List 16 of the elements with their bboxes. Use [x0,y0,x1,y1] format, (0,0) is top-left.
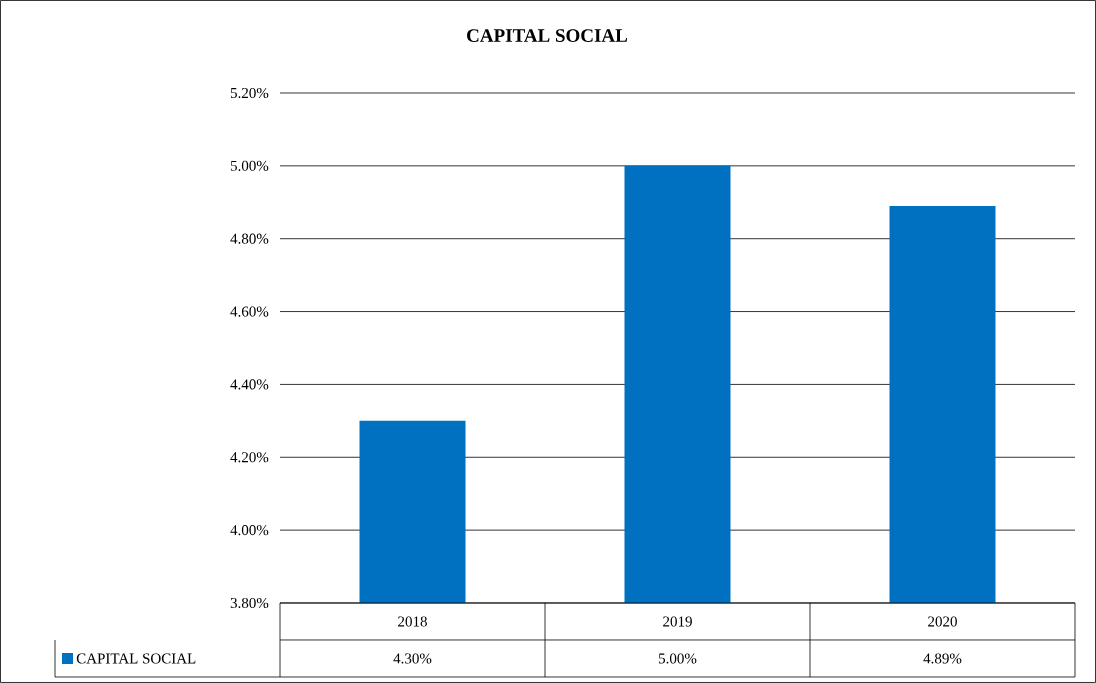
y-tick-label: 3.80% [230,597,269,609]
y-tick-label: 4.20% [230,452,269,463]
chart-title: CAPITAL SOCIAL [467,29,628,42]
x-tick-label: 2020 [928,616,957,627]
y-tick-label: 4.60% [230,306,269,317]
y-tick-label: 5.20% [230,87,269,99]
y-tick-label: 4.00% [230,525,269,536]
x-tick-label: 2019 [663,616,692,627]
y-tick-label: 4.40% [230,379,269,390]
y-tick-label: 4.80% [230,233,269,244]
x-tick-label: 2018 [398,616,427,627]
y-tick-label: 5.00% [230,160,269,171]
data-label: 4.89% [923,653,962,664]
legend-label: CAPITAL SOCIAL [76,653,196,664]
data-label: 4.30% [393,653,432,664]
data-label: 5.00% [659,653,697,664]
